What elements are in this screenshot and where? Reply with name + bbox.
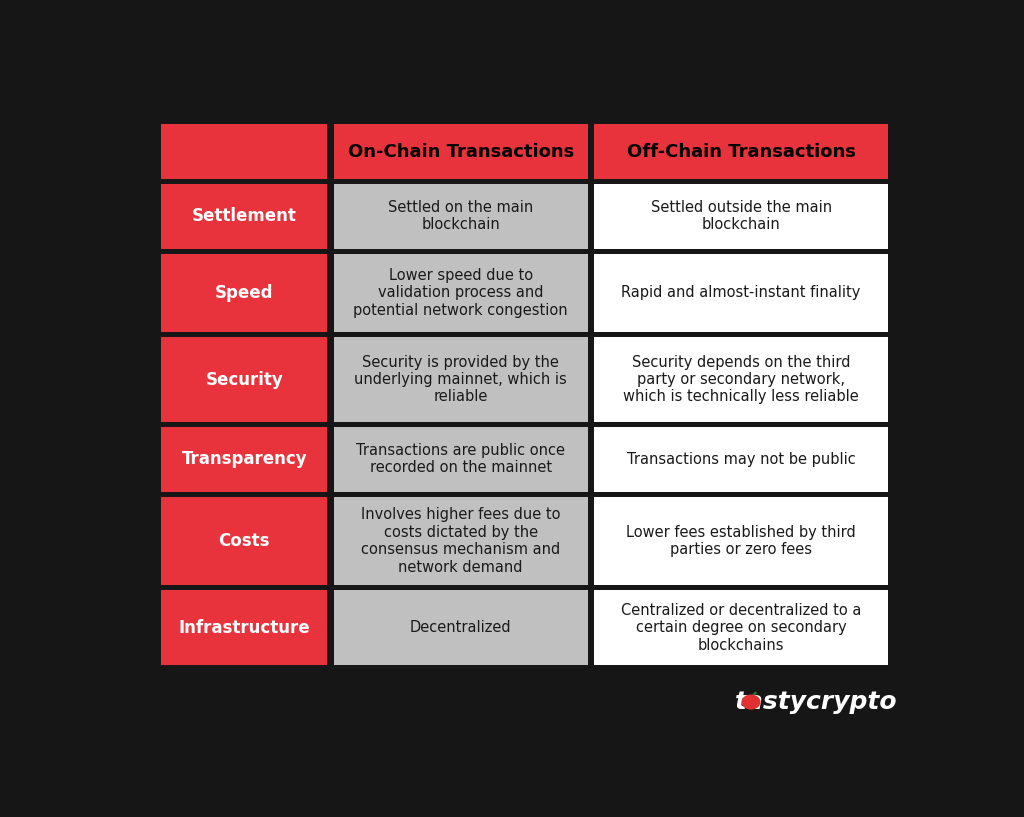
Bar [594,253,888,333]
Bar [594,124,888,179]
Bar [594,497,888,586]
Bar [162,337,328,422]
Bar [162,124,328,179]
Text: Security: Security [206,370,284,389]
Text: Involves higher fees due to
costs dictated by the
consensus mechanism and
networ: Involves higher fees due to costs dictat… [360,507,560,574]
Bar [334,184,588,248]
Circle shape [741,694,761,710]
Bar [334,124,588,179]
Bar [162,184,328,248]
Text: Settlement: Settlement [191,208,297,225]
Bar [334,426,588,492]
Text: On-Chain Transactions: On-Chain Transactions [347,143,573,161]
Bar [334,591,588,665]
Text: Transactions may not be public: Transactions may not be public [627,452,855,467]
Bar [594,184,888,248]
Bar [594,426,888,492]
Text: tastycrypto: tastycrypto [735,690,898,714]
Bar [334,497,588,586]
Text: Centralized or decentralized to a
certain degree on secondary
blockchains: Centralized or decentralized to a certai… [621,603,861,653]
Bar [334,253,588,333]
Text: Speed: Speed [215,283,273,301]
Text: Rapid and almost-instant finality: Rapid and almost-instant finality [622,285,861,301]
Text: Decentralized: Decentralized [410,620,511,635]
Text: Settled outside the main
blockchain: Settled outside the main blockchain [650,200,831,232]
Text: Lower fees established by third
parties or zero fees: Lower fees established by third parties … [627,525,856,557]
Bar [162,426,328,492]
Bar [334,337,588,422]
Bar [594,591,888,665]
Text: Transactions are public once
recorded on the mainnet: Transactions are public once recorded on… [356,443,565,475]
Bar [162,253,328,333]
Bar [162,497,328,586]
Text: Costs: Costs [218,532,270,550]
Bar [162,591,328,665]
Text: Infrastructure: Infrastructure [178,618,310,636]
Text: Off-Chain Transactions: Off-Chain Transactions [627,143,856,161]
Bar [594,337,888,422]
Text: Security depends on the third
party or secondary network,
which is technically l: Security depends on the third party or s… [624,355,859,404]
Text: Settled on the main
blockchain: Settled on the main blockchain [388,200,534,232]
Text: Lower speed due to
validation process and
potential network congestion: Lower speed due to validation process an… [353,268,568,318]
Text: Transparency: Transparency [181,450,307,468]
Text: Security is provided by the
underlying mainnet, which is
reliable: Security is provided by the underlying m… [354,355,567,404]
